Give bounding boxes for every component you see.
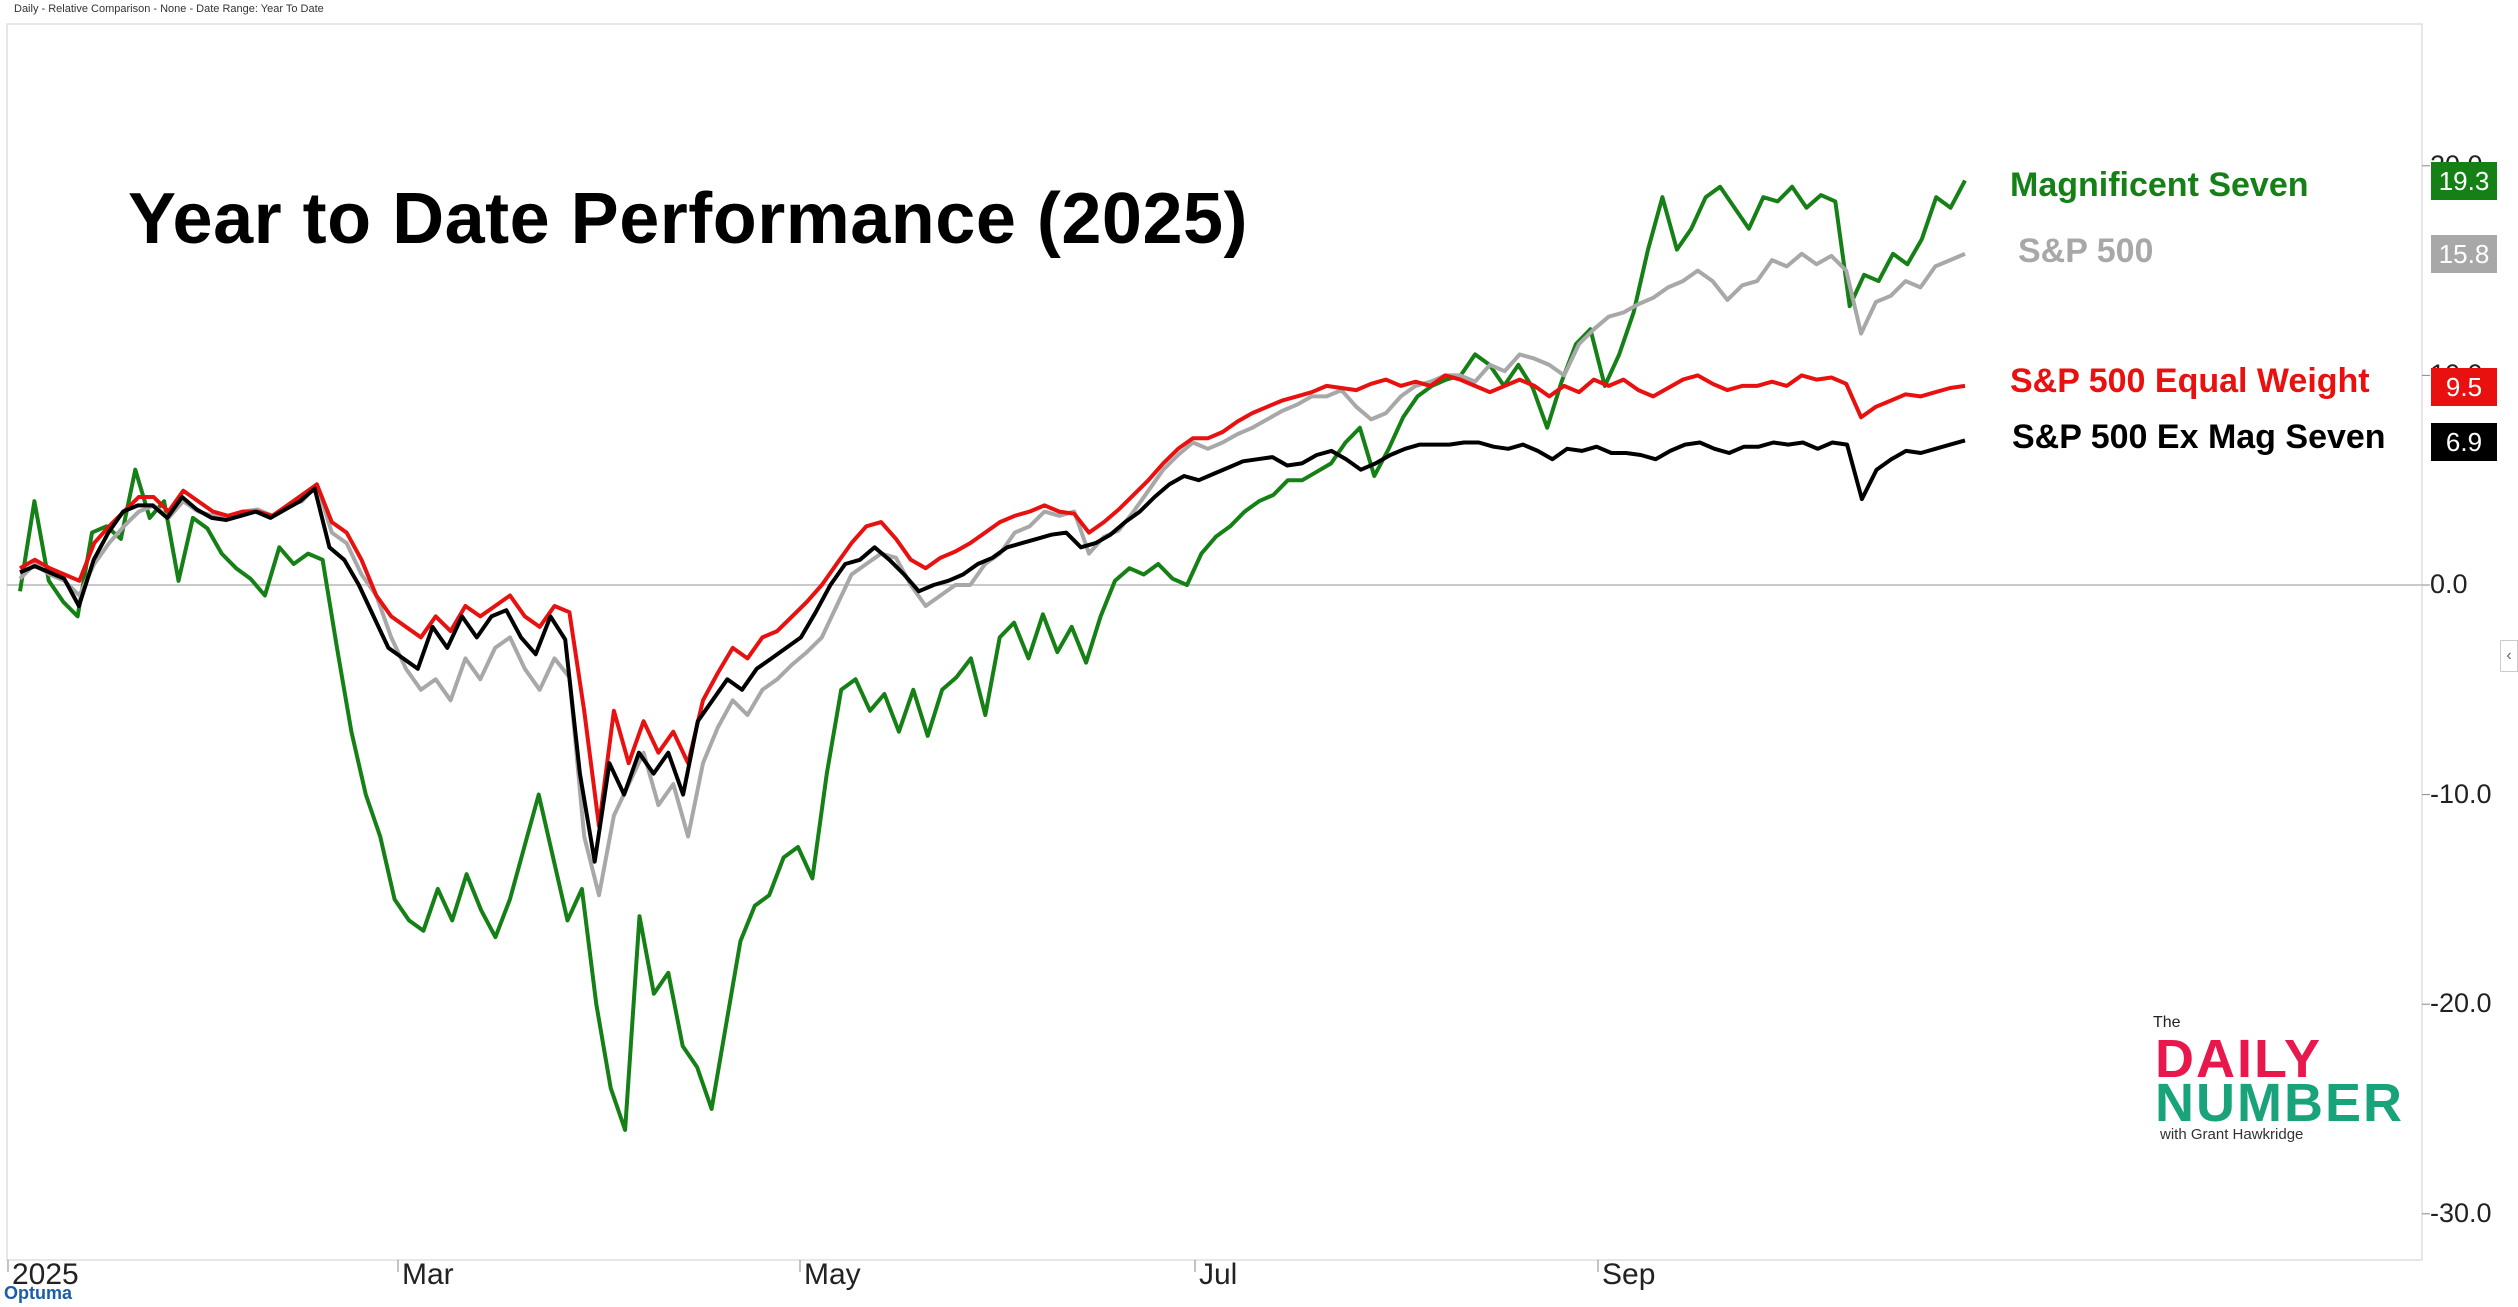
legend-label: S&P 500: [2018, 232, 2154, 270]
series-line-0: [18, 179, 1967, 1132]
x-tick-label: 2025: [12, 1258, 79, 1291]
series-line-1: [18, 251, 1966, 898]
x-tick-label: May: [804, 1258, 861, 1291]
x-tick-label: Mar: [402, 1258, 454, 1291]
last-value-badge: 6.9: [2431, 423, 2497, 461]
series-line-3: [19, 438, 1966, 864]
x-tick-label: Jul: [1199, 1258, 1238, 1291]
logo-daily: DAILY: [2155, 1029, 2323, 1089]
last-value-badge: 15.8: [2431, 235, 2497, 273]
logo-number: NUMBER: [2155, 1073, 2404, 1133]
y-tick-label: -20.0: [2430, 988, 2492, 1019]
series-lines: [18, 179, 1967, 1132]
y-axis-ticks: [2422, 165, 2430, 1215]
last-value-badge: 9.5: [2431, 368, 2497, 406]
logo-subtitle: with Grant Hawkridge: [2160, 1126, 2304, 1143]
chart-title: Year to Date Performance (2025): [128, 179, 1249, 259]
x-axis-ticks: [7, 1260, 1599, 1272]
y-tick-label: 0.0: [2430, 569, 2468, 599]
logo-the: The: [2153, 1014, 2181, 1031]
brand-logo: Optuma: [4, 1283, 73, 1303]
x-tick-label: Sep: [1602, 1258, 1656, 1291]
last-value-badge: 19.3: [2431, 162, 2497, 200]
y-tick-label: -10.0: [2430, 778, 2492, 809]
series-line-2: [19, 373, 1966, 828]
chart-header: Daily - Relative Comparison - None - Dat…: [14, 3, 324, 15]
legend-label: S&P 500 Ex Mag Seven: [2012, 418, 2386, 456]
collapse-panel-button[interactable]: ‹: [2500, 640, 2518, 672]
legend-label: Magnificent Seven: [2010, 166, 2309, 204]
y-tick-label: -30.0: [2430, 1197, 2492, 1228]
legend-label: S&P 500 Equal Weight: [2010, 362, 2370, 400]
